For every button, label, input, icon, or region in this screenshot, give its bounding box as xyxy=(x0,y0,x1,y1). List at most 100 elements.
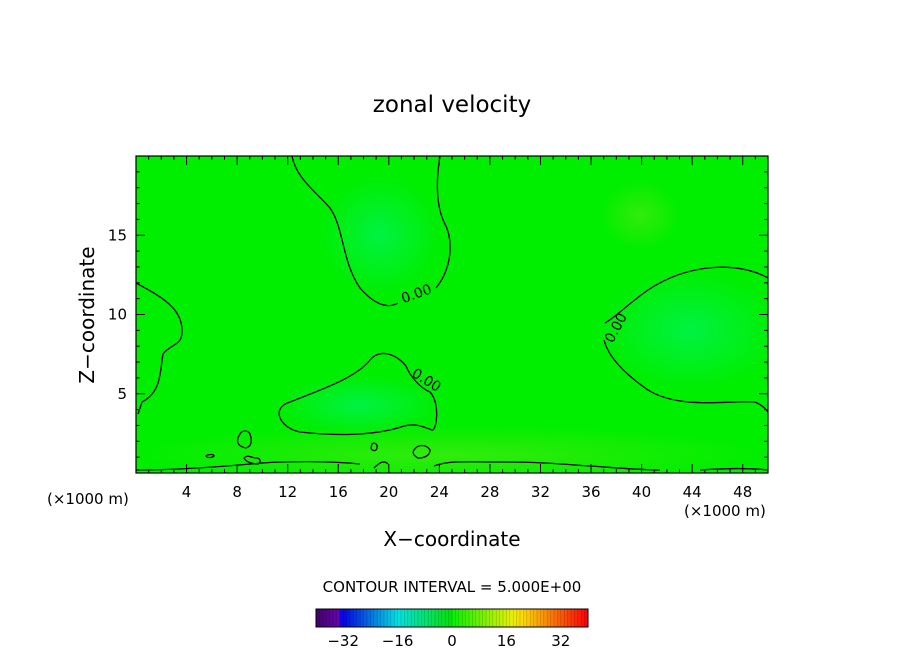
colorbar-swatch xyxy=(353,609,358,627)
contour-lines xyxy=(136,156,768,471)
colorbar-swatch xyxy=(567,609,572,627)
colorbar-swatch xyxy=(550,609,555,627)
colorbar-frame xyxy=(315,608,589,628)
colorbar-swatch xyxy=(336,609,341,627)
colorbar-swatch xyxy=(339,609,344,627)
colorbar-swatch xyxy=(540,609,545,627)
axis-ticks xyxy=(136,156,768,473)
colorbar-swatch xyxy=(543,609,548,627)
colorbar-swatch xyxy=(472,609,477,627)
colorbar-swatch xyxy=(384,609,388,627)
field-patch xyxy=(600,270,768,390)
colorbar-swatch xyxy=(373,609,378,627)
contour-line xyxy=(236,430,252,449)
contour-line xyxy=(243,455,261,465)
colorbar-tick-label: 32 xyxy=(551,632,570,650)
x-units-label: (×1000 m) xyxy=(684,502,766,520)
colorbar-swatch xyxy=(475,609,480,627)
colorbar-swatch xyxy=(520,609,524,627)
contour-line xyxy=(205,453,215,459)
colorbar-tick-label: 0 xyxy=(447,632,457,650)
x-tick-label: 36 xyxy=(581,483,600,501)
colorbar-tick-labels: −32 −16 0 16 32 xyxy=(327,632,570,650)
contour-line xyxy=(370,442,378,452)
x-tick-label: 44 xyxy=(683,483,702,501)
colorbar-swatch xyxy=(333,609,337,627)
x-tick-label: 28 xyxy=(480,483,499,501)
colorbar-swatch xyxy=(356,609,361,627)
colorbar-swatch xyxy=(445,609,450,627)
y-axis-label: Z−coordinate xyxy=(75,246,99,383)
colorbar-swatch xyxy=(452,609,456,627)
colorbar-swatch xyxy=(431,609,436,627)
contour-line xyxy=(603,266,768,413)
contour-line xyxy=(136,460,768,471)
contour-line xyxy=(278,352,438,436)
colorbar-swatch xyxy=(537,609,541,627)
colorbar-swatch xyxy=(428,609,433,627)
contour-interval-text: CONTOUR INTERVAL = 5.000E+00 xyxy=(323,578,582,596)
colorbar-swatch xyxy=(533,609,538,627)
colorbar-swatch xyxy=(326,609,331,627)
colorbar-swatch xyxy=(530,609,535,627)
colorbar-tick-label: −16 xyxy=(382,632,414,650)
colorbar-swatch xyxy=(363,609,368,627)
z-units-label: (×1000 m) xyxy=(47,490,129,508)
colorbar-swatch xyxy=(560,609,565,627)
colorbar-swatch xyxy=(438,609,443,627)
colorbar-swatch xyxy=(418,609,422,627)
colorbar-swatch xyxy=(499,609,504,627)
colorbar-swatch xyxy=(577,609,582,627)
colorbar-swatch xyxy=(322,609,327,627)
colorbar-swatch xyxy=(424,609,429,627)
colorbar-swatch xyxy=(414,609,419,627)
colorbar-tick-label: −32 xyxy=(327,632,359,650)
colorbar-swatch xyxy=(489,609,494,627)
colorbar-swatch xyxy=(390,609,395,627)
colorbar-swatch xyxy=(465,609,470,627)
colorbar-swatch xyxy=(479,609,484,627)
colorbar-swatch xyxy=(401,609,405,627)
colorbar-swatch xyxy=(394,609,399,627)
colorbar-swatch xyxy=(513,609,518,627)
colorbar-swatch xyxy=(329,609,334,627)
x-tick-label: 24 xyxy=(430,483,449,501)
x-tick-label: 4 xyxy=(182,483,192,501)
colorbar-swatch xyxy=(421,609,426,627)
colorbar-swatch xyxy=(370,609,375,627)
y-tick-labels: 5 10 15 xyxy=(108,226,127,403)
field-patch xyxy=(136,425,768,473)
colorbar-swatch xyxy=(496,609,501,627)
colorbar-swatch xyxy=(564,609,569,627)
colorbar-swatch xyxy=(482,609,487,627)
x-tick-labels: 4 8 12 16 20 24 28 32 36 40 44 48 xyxy=(182,483,752,501)
colorbar-tick-label: 16 xyxy=(497,632,516,650)
colorbar-swatch xyxy=(547,609,552,627)
colorbar-swatch xyxy=(492,609,497,627)
chart-title: zonal velocity xyxy=(373,92,531,118)
colorbar-swatch xyxy=(404,609,409,627)
colorbar-swatch xyxy=(458,609,463,627)
colorbar-swatch xyxy=(411,609,416,627)
x-tick-label: 20 xyxy=(379,483,398,501)
colorbar-swatch xyxy=(469,609,473,627)
colorbar-swatch xyxy=(516,609,521,627)
colorbar-swatch xyxy=(387,609,392,627)
colorbar-swatch xyxy=(509,609,514,627)
colorbar-swatch xyxy=(506,609,511,627)
y-tick-label: 15 xyxy=(108,226,127,244)
colorbar-swatch xyxy=(435,609,439,627)
x-axis-label: X−coordinate xyxy=(383,527,520,551)
colorbar-swatch xyxy=(350,609,354,627)
colorbar-swatch xyxy=(316,609,320,627)
y-tick-label: 5 xyxy=(117,385,127,403)
colorbar-swatch xyxy=(486,609,490,627)
x-tick-label: 40 xyxy=(632,483,651,501)
colorbar-swatch xyxy=(407,609,412,627)
colorbar-swatch xyxy=(380,609,385,627)
x-tick-label: 32 xyxy=(531,483,550,501)
plot-field: 0.00 0.00 0.00 xyxy=(136,156,768,473)
colorbar-swatch xyxy=(343,609,348,627)
colorbar-swatch xyxy=(557,609,562,627)
